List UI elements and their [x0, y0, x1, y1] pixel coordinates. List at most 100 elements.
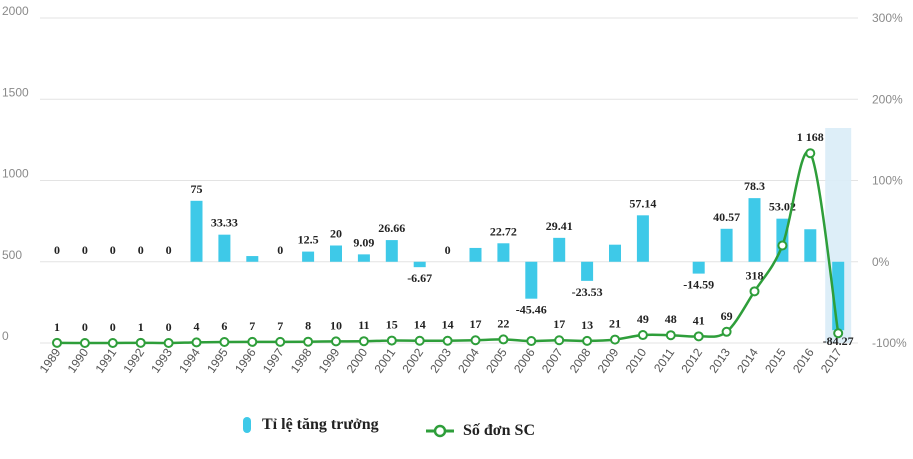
line-point	[582, 335, 593, 346]
line-data-label: 11	[358, 318, 369, 332]
line-data-label: 1 168	[797, 130, 824, 144]
bar	[469, 247, 482, 262]
line-point	[107, 338, 118, 348]
line-data-label: 318	[746, 268, 764, 282]
left-axis-tick-label: 1500	[2, 85, 29, 99]
line-data-label: 0	[166, 320, 172, 334]
line-point	[52, 337, 62, 348]
bar-data-label: 0	[166, 243, 172, 257]
bar	[748, 198, 761, 262]
bar	[497, 243, 510, 262]
line-data-label: 0	[110, 320, 116, 334]
x-axis-tick-label: 2017	[818, 345, 845, 375]
line-point	[498, 334, 509, 345]
line-point	[219, 337, 230, 348]
left-axis-tick-label: 2000	[2, 4, 29, 18]
bar-data-label: -45.46	[516, 303, 547, 317]
x-axis-tick-label: 2016	[790, 345, 817, 375]
bar-data-label: 0	[445, 243, 451, 257]
x-axis-tick-label: 2011	[651, 345, 677, 374]
bar-data-label: 53.02	[769, 200, 796, 214]
x-axis-tick-label: 2014	[734, 345, 761, 375]
line-point	[331, 336, 341, 347]
line-data-label: 21	[609, 317, 621, 331]
x-axis-tick-label: 1990	[65, 345, 92, 375]
bar-data-label: 0	[54, 243, 60, 257]
bar	[302, 251, 315, 262]
bar	[553, 237, 566, 262]
bar-series	[190, 198, 845, 331]
line-point	[191, 337, 202, 348]
left-axis-tick-label: 1000	[2, 167, 29, 181]
line-data-label: 6	[221, 319, 227, 333]
bar-data-label: 20	[330, 227, 342, 241]
bar-data-label: 26.66	[378, 221, 405, 235]
legend-label-count: Số đơn SC	[463, 422, 536, 439]
x-axis-tick-label: 1991	[92, 345, 119, 375]
bar-data-label: 57.14	[629, 196, 656, 210]
x-axis-tick-label: 2008	[567, 345, 594, 375]
line-point	[554, 335, 565, 346]
x-axis-tick-label: 1992	[120, 345, 147, 375]
bar	[636, 215, 649, 262]
x-axis-tick-label: 2002	[399, 345, 426, 375]
line-data-label: 10	[330, 318, 342, 332]
bar-data-label: 33.33	[211, 216, 238, 230]
x-axis-tick-label: 2006	[511, 345, 538, 375]
x-axis-tick-label: 1993	[148, 345, 175, 375]
x-axis: 1989 1990 1991 1992 1993 1994 1995 1996 1997 1998…	[37, 345, 845, 375]
bar	[190, 200, 203, 262]
line-data-label: 17	[470, 317, 482, 331]
line-point	[275, 336, 286, 347]
x-axis-tick-label: 1994	[176, 345, 203, 375]
bar-data-label: 9.09	[353, 235, 374, 249]
bar-data-label: 0	[277, 243, 283, 257]
line-data-label: 14	[442, 318, 454, 332]
legend-item-growth: Tỉ lệ tăng trưởng	[240, 408, 379, 442]
bar-data-label: 12.5	[298, 233, 319, 247]
bar-data-label: 0	[138, 243, 144, 257]
line-data-label: 15	[386, 318, 398, 332]
x-axis-tick-label: 2013	[706, 345, 733, 375]
line-point	[163, 338, 174, 348]
line-data-label: 17	[553, 317, 565, 331]
left-axis-tick-label: 0	[2, 329, 9, 343]
line-point	[665, 330, 676, 341]
line-data-label: 0	[82, 320, 88, 334]
x-axis-tick-label: 2005	[483, 345, 510, 375]
bar	[246, 256, 259, 262]
bar-data-label: -14.59	[683, 278, 714, 292]
line-data-label: 4	[194, 319, 200, 333]
legend-item-count: Số đơn SC	[425, 414, 535, 448]
line-point	[721, 326, 732, 337]
line-data-label: 14	[414, 318, 426, 332]
line-legend-marker	[426, 424, 454, 438]
x-axis-tick-label: 2009	[595, 345, 622, 375]
bar	[720, 228, 733, 262]
line-point	[749, 286, 760, 297]
line-point	[833, 328, 844, 339]
bar-data-label: -6.67	[407, 271, 432, 285]
right-axis-tick-label: 200%	[872, 92, 903, 106]
line-point	[247, 336, 258, 347]
right-axis: -100% 0% 100% 200% 300%	[872, 11, 907, 350]
x-axis-tick-label: 2012	[678, 345, 705, 375]
line-point	[358, 336, 369, 347]
x-axis-tick-label: 2007	[539, 345, 566, 375]
x-axis-tick-label: 1996	[232, 345, 259, 375]
grid-lines	[40, 17, 858, 344]
line-data-label: 41	[693, 313, 705, 327]
line-data-label: 8	[305, 319, 311, 333]
x-axis-tick-label: 1989	[37, 345, 64, 375]
bar	[581, 261, 594, 281]
line-point	[637, 330, 648, 341]
x-axis-tick-label: 2004	[455, 345, 482, 375]
line-data-label: 49	[637, 312, 649, 326]
line-point	[303, 336, 314, 347]
bar	[218, 234, 231, 262]
bar	[692, 261, 705, 274]
bar	[525, 261, 538, 299]
x-axis-tick-label: 2010	[623, 345, 650, 375]
bar	[609, 244, 621, 262]
